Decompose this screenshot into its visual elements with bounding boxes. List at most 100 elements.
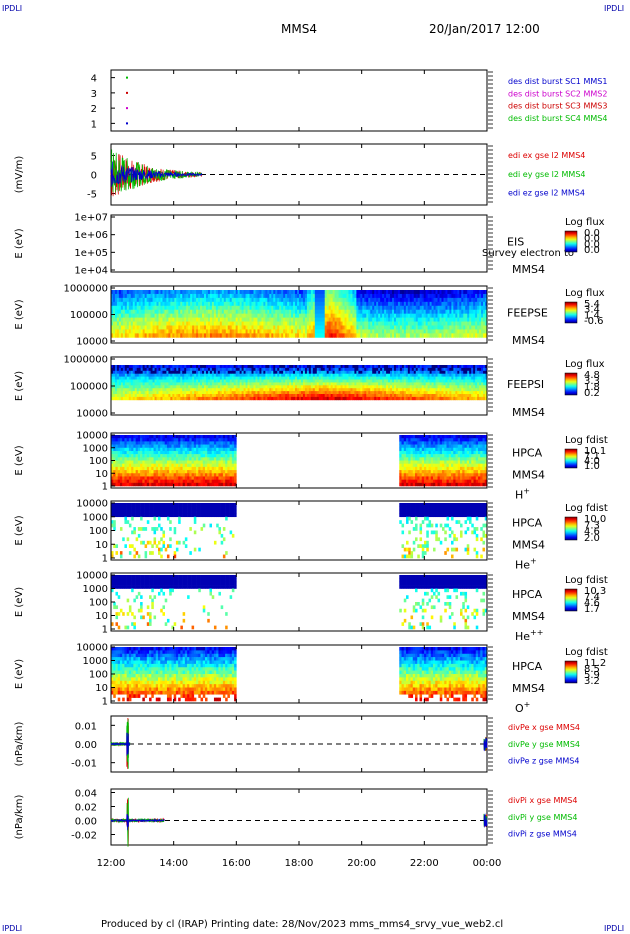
heatmap-cell — [368, 365, 371, 369]
heatmap-cell — [120, 373, 124, 377]
heatmap-cell — [259, 309, 262, 315]
heatmap-cell — [114, 333, 118, 338]
heatmap-cell — [360, 293, 363, 299]
heatmap-cell — [295, 333, 298, 338]
heatmap-cell — [170, 385, 173, 389]
heatmap-cell — [455, 391, 458, 395]
heatmap-cell — [320, 379, 324, 383]
heatmap-cell — [237, 293, 241, 299]
heatmap-cell — [168, 379, 171, 383]
heatmap-cell — [231, 376, 235, 380]
heatmap-cell — [423, 367, 427, 372]
heatmap-cell — [138, 325, 142, 330]
heatmap-cell — [176, 301, 179, 307]
heatmap-cell — [136, 388, 140, 392]
heatmap-cell — [138, 329, 142, 334]
heatmap-cell — [257, 290, 260, 295]
heatmap-cell — [184, 329, 187, 334]
heatmap-cell — [281, 313, 284, 318]
heatmap-cell — [225, 373, 229, 377]
heatmap-cell — [146, 370, 149, 375]
heatmap-cell — [342, 382, 345, 386]
heatmap-cell — [304, 293, 308, 299]
heatmap-cell — [253, 391, 256, 395]
heatmap-cell — [437, 394, 440, 398]
heatmap-cell — [312, 333, 316, 338]
heatmap-cell — [372, 325, 375, 330]
heatmap-cell — [247, 365, 250, 369]
heatmap-cell — [340, 385, 343, 389]
heatmap-cell — [146, 305, 149, 311]
heatmap-cell — [207, 370, 211, 375]
heatmap-cell — [235, 385, 239, 389]
heatmap-cell — [314, 325, 318, 330]
heatmap-cell — [302, 373, 306, 377]
heatmap-cell — [275, 376, 278, 380]
heatmap-cell — [415, 290, 419, 295]
heatmap-cell — [196, 382, 199, 386]
heatmap-cell — [382, 370, 385, 375]
heatmap-cell — [350, 317, 353, 322]
heatmap-cell — [364, 376, 367, 380]
heatmap-cell — [253, 333, 256, 338]
heatmap-cell — [376, 388, 379, 392]
heatmap-cell — [427, 305, 431, 311]
heatmap-cell — [174, 373, 177, 377]
heatmap-cell — [225, 370, 229, 375]
heatmap-cell — [184, 385, 187, 389]
heatmap-cell — [166, 394, 169, 398]
heatmap-cell — [289, 388, 292, 392]
heatmap-cell — [113, 470, 116, 474]
heatmap-cell — [312, 305, 316, 311]
heatmap-cell — [261, 396, 264, 401]
heatmap-cell — [172, 385, 175, 389]
colorbar-title-feepsi: Log flux — [565, 359, 605, 370]
heatmap-cell — [304, 382, 308, 386]
heatmap-cell — [136, 391, 140, 395]
heatmap-cell — [372, 391, 375, 395]
heatmap-cell — [295, 391, 298, 395]
heatmap-cell — [291, 313, 294, 318]
heatmap-cell — [338, 396, 341, 401]
heatmap-cell — [158, 379, 161, 383]
heatmap-cell — [425, 396, 429, 401]
heatmap-cell — [380, 317, 383, 322]
heatmap-cell — [364, 301, 367, 307]
heatmap-cell — [223, 394, 227, 398]
heatmap-cell — [198, 325, 201, 330]
heatmap-cell — [135, 438, 139, 442]
heatmap-cell — [111, 301, 114, 307]
heatmap-cell — [154, 396, 157, 401]
heatmap-cell — [340, 309, 343, 315]
heatmap-cell — [463, 391, 466, 395]
heatmap-cell — [186, 313, 189, 318]
heatmap-cell — [457, 321, 460, 326]
heatmap-cell — [399, 367, 403, 372]
heatmap-cell — [263, 313, 266, 318]
heatmap-cell — [184, 333, 187, 338]
heatmap-cell — [475, 394, 478, 398]
heatmap-cell — [425, 391, 429, 395]
heatmap-cell — [330, 365, 334, 369]
heatmap-cell — [354, 293, 357, 299]
heatmap-cell — [483, 396, 486, 401]
heatmap-cell — [332, 309, 336, 315]
heatmap-cell — [168, 293, 171, 299]
heatmap-cell — [483, 394, 486, 398]
heatmap-cell — [437, 376, 440, 380]
heatmap-cell — [330, 370, 334, 375]
heatmap-cell — [204, 313, 207, 318]
heatmap-cell — [126, 444, 130, 449]
heatmap-cell — [219, 373, 223, 377]
heatmap-cell — [180, 396, 183, 401]
heatmap-cell — [207, 367, 211, 372]
heatmap-cell — [261, 388, 264, 392]
heatmap-cell — [168, 333, 171, 338]
heatmap-cell — [291, 385, 294, 389]
heatmap-cell — [465, 365, 468, 369]
heatmap-cell — [148, 376, 151, 380]
heatmap-cell — [423, 370, 427, 375]
heatmap-cell — [461, 379, 464, 383]
heatmap-cell — [362, 309, 365, 315]
heatmap-cell — [417, 290, 421, 295]
